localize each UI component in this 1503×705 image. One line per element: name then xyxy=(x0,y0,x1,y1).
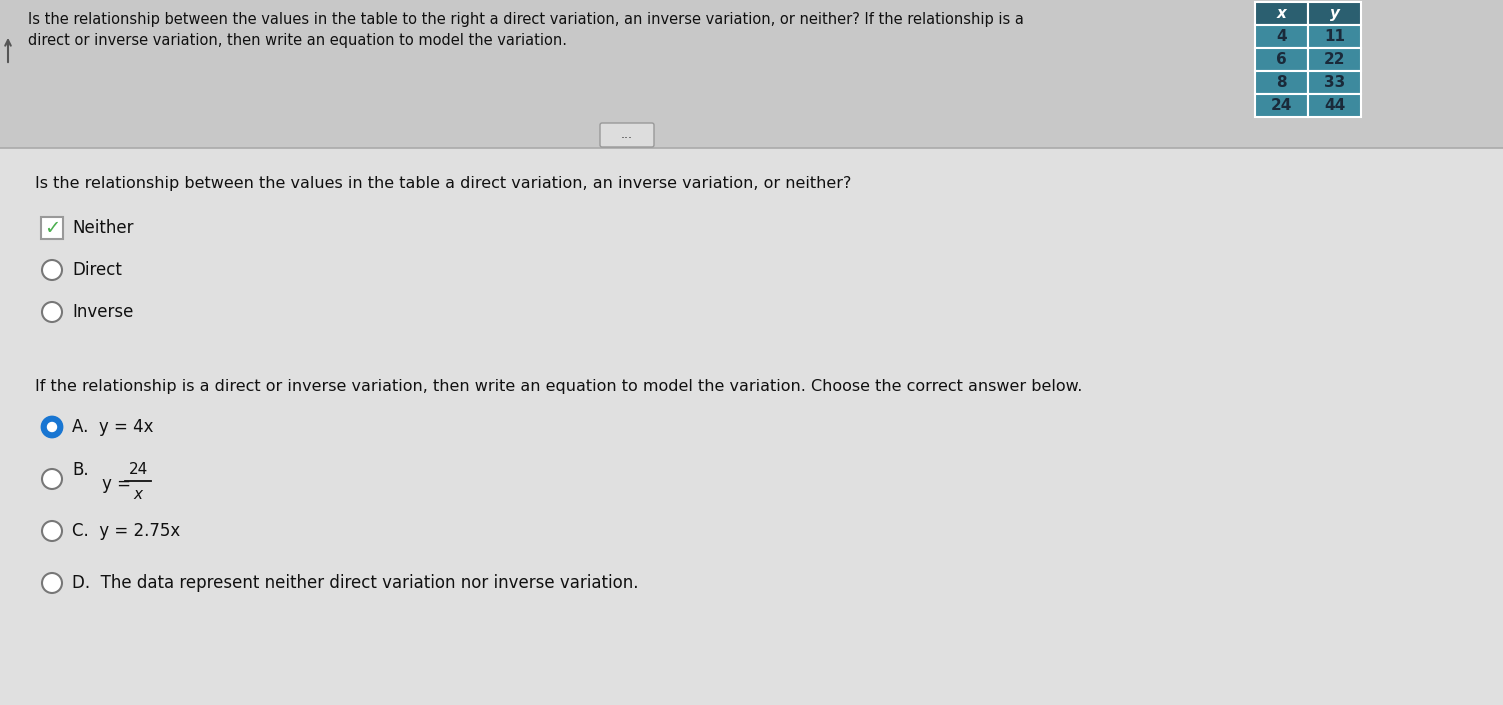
Bar xyxy=(1255,48,1308,71)
Circle shape xyxy=(42,521,62,541)
Text: B.: B. xyxy=(72,461,89,479)
Bar xyxy=(0,0,1503,148)
Bar xyxy=(1255,94,1308,117)
Text: x: x xyxy=(1276,6,1287,21)
Text: y =: y = xyxy=(102,475,137,493)
Circle shape xyxy=(42,469,62,489)
Bar xyxy=(1308,25,1362,48)
Text: Direct: Direct xyxy=(72,261,122,279)
Text: 6: 6 xyxy=(1276,52,1287,67)
Text: Is the relationship between the values in the table to the right a direct variat: Is the relationship between the values i… xyxy=(29,12,1024,48)
Text: y: y xyxy=(1330,6,1339,21)
Text: 22: 22 xyxy=(1324,52,1345,67)
Text: 33: 33 xyxy=(1324,75,1345,90)
Text: 24: 24 xyxy=(128,462,147,477)
Text: x: x xyxy=(134,487,143,502)
FancyBboxPatch shape xyxy=(41,217,63,239)
Circle shape xyxy=(42,260,62,280)
Text: 44: 44 xyxy=(1324,98,1345,113)
FancyBboxPatch shape xyxy=(600,123,654,147)
Bar xyxy=(1255,71,1308,94)
Text: ...: ... xyxy=(621,128,633,142)
Text: 11: 11 xyxy=(1324,29,1345,44)
Text: C.  y = 2.75x: C. y = 2.75x xyxy=(72,522,180,540)
Bar xyxy=(1308,94,1362,117)
Circle shape xyxy=(42,302,62,322)
Text: D.  The data represent neither direct variation nor inverse variation.: D. The data represent neither direct var… xyxy=(72,574,639,592)
Bar xyxy=(1308,48,1362,71)
Text: Is the relationship between the values in the table a direct variation, an inver: Is the relationship between the values i… xyxy=(35,176,851,191)
Bar xyxy=(1255,2,1308,25)
Bar xyxy=(1255,25,1308,48)
Text: 8: 8 xyxy=(1276,75,1287,90)
Text: A.  y = 4x: A. y = 4x xyxy=(72,418,153,436)
Circle shape xyxy=(42,573,62,593)
Circle shape xyxy=(48,422,57,431)
Bar xyxy=(1308,2,1362,25)
Text: Inverse: Inverse xyxy=(72,303,134,321)
Bar xyxy=(1308,71,1362,94)
Text: If the relationship is a direct or inverse variation, then write an equation to : If the relationship is a direct or inver… xyxy=(35,379,1082,394)
Text: 4: 4 xyxy=(1276,29,1287,44)
Circle shape xyxy=(42,417,62,437)
Text: 24: 24 xyxy=(1272,98,1293,113)
Text: ✓: ✓ xyxy=(44,219,60,238)
Text: Neither: Neither xyxy=(72,219,134,237)
